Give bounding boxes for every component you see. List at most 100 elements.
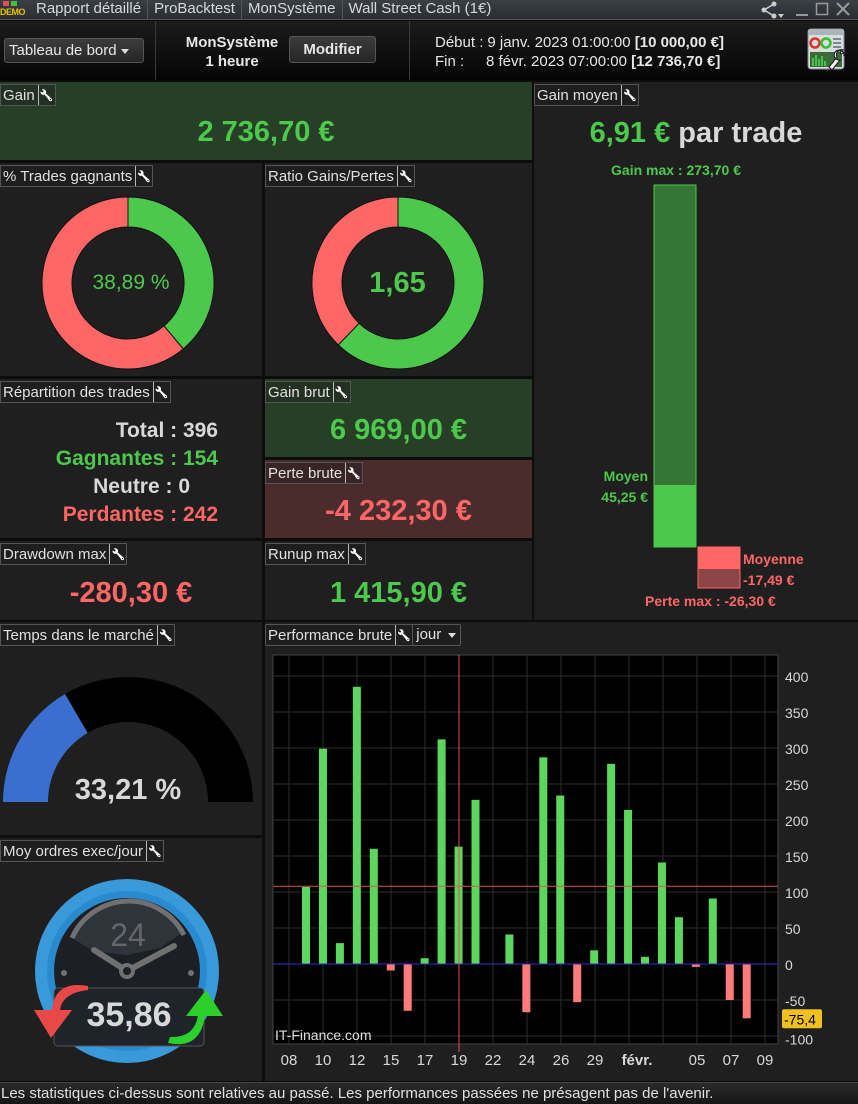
- bar-5: [386, 964, 395, 971]
- end-label: Fin :: [435, 53, 465, 70]
- neutral-trades: Neutre : 0: [93, 475, 190, 498]
- start-capital: [10 000,00 €]: [634, 34, 724, 51]
- bar-1: [318, 748, 327, 964]
- chevron-down-icon: [120, 48, 129, 54]
- ratio-donut: [311, 196, 485, 370]
- start-date: 9 janv. 2023 01:00:00: [487, 34, 631, 51]
- y-tick-label: 0: [785, 957, 793, 973]
- wrench-icon[interactable]: 🔧: [109, 544, 126, 564]
- share-icon[interactable]: [760, 0, 786, 20]
- wrench-icon[interactable]: 🔧: [146, 841, 163, 861]
- minimize-icon[interactable]: [795, 0, 809, 20]
- bar-6: [403, 964, 412, 1011]
- gain-moyen-value: 6,91 €: [589, 117, 671, 149]
- time-in-market-value: 33,21 %: [74, 774, 182, 806]
- gain-moyen-headline: 6,91 € par trade: [534, 117, 858, 150]
- panel-title-label: Drawdown max: [3, 545, 107, 563]
- panel-title: % Trades gagnants 🔧: [0, 165, 154, 187]
- bar-23: [691, 964, 700, 967]
- watermark: IT-Finance.com: [275, 1027, 371, 1043]
- tab-monsysteme[interactable]: MonSystème: [242, 0, 343, 20]
- bar-8: [437, 739, 446, 964]
- perte-moyenne-bar: [698, 547, 740, 569]
- disclaimer-footer: Les statistiques ci-dessus sont relative…: [0, 1082, 858, 1104]
- x-tick-label: févr.: [622, 1052, 653, 1069]
- panel-title: Gain moyen 🔧: [534, 84, 639, 106]
- trades-breakdown: Total : 396 Gagnantes : 154 Neutre : 0 P…: [0, 417, 218, 529]
- bar-14: [539, 757, 548, 964]
- y-tick-label: 300: [785, 741, 809, 757]
- wrench-icon[interactable]: 🔧: [396, 166, 414, 186]
- modify-button[interactable]: Modifier: [289, 36, 376, 63]
- perte-brute-value: -4 232,30 €: [325, 495, 472, 527]
- panel-ratio: Ratio Gains/Pertes 🔧 1,65: [265, 163, 532, 376]
- x-tick-label: 09: [757, 1052, 774, 1069]
- drawdown-value: -280,30 €: [69, 577, 193, 609]
- panel-title-label: Performance brute: [268, 626, 393, 644]
- close-icon[interactable]: [835, 0, 851, 20]
- dashboard-select[interactable]: Tableau de bord: [4, 38, 144, 63]
- panel-title: Performance brute 🔧 jour: [265, 624, 462, 646]
- panel-title: Drawdown max 🔧: [0, 543, 128, 565]
- maximize-icon[interactable]: [815, 0, 829, 20]
- wrench-icon[interactable]: 🔧: [345, 463, 362, 483]
- ratio-donut-win-segment: [337, 196, 485, 370]
- panel-repartition: Répartition des trades 🔧 Total : 396 Gagn…: [0, 379, 262, 538]
- moyen-label-group: Moyen 45,25 €: [574, 466, 648, 508]
- panel-title-label: Gain moyen: [537, 86, 618, 104]
- wrench-icon[interactable]: 🔧: [332, 382, 350, 402]
- bar-0: [302, 886, 310, 964]
- period-select[interactable]: jour: [412, 625, 460, 645]
- y-tick-label: 250: [785, 777, 809, 793]
- end-date: 8 févr. 2023 07:00:00: [486, 53, 627, 70]
- panel-gain: Gain 🔧 2 736,70 €: [0, 82, 532, 160]
- gain-moyen-bar: [654, 485, 696, 547]
- panel-title-label: Ratio Gains/Pertes: [268, 167, 394, 185]
- wrench-icon[interactable]: 🔧: [347, 544, 365, 564]
- bar-26: [742, 964, 751, 1019]
- win-rate-donut-win-segment: [127, 196, 215, 350]
- ratio-value: 1,65: [369, 267, 426, 299]
- x-tick-label: 15: [383, 1052, 400, 1069]
- panel-trades-gagnants: % Trades gagnants 🔧 38,89 %: [0, 163, 262, 376]
- dashboard-settings-icon[interactable]: [807, 28, 847, 72]
- bar-15: [556, 795, 565, 964]
- cursor-value-badge: [782, 1009, 822, 1029]
- chevron-down-icon: [448, 632, 457, 638]
- bar-20: [641, 956, 649, 964]
- tab-rapport-detaille[interactable]: Rapport détaillé: [30, 0, 149, 20]
- moyenne-label-group: Moyenne -17,49 €: [743, 549, 804, 591]
- end-date-line: Fin : 8 févr. 2023 07:00:00 [12 736,70 €]: [435, 52, 720, 71]
- period-select-value: jour: [416, 626, 442, 643]
- tab-probacktest[interactable]: ProBacktest: [148, 0, 242, 20]
- win-rate-donut-loss-segment: [41, 196, 184, 370]
- y-tick-label: 350: [785, 705, 809, 721]
- y-tick-label: 100: [785, 885, 809, 901]
- x-tick-label: 08: [281, 1052, 298, 1069]
- bar-25: [725, 964, 734, 1000]
- wrench-icon[interactable]: 🔧: [395, 625, 412, 645]
- system-name: MonSystème: [185, 34, 279, 51]
- panel-drawdown: Drawdown max 🔧 -280,30 €: [0, 541, 262, 620]
- tab-instrument[interactable]: Wall Street Cash (1€): [348, 0, 492, 17]
- wrench-icon[interactable]: 🔧: [152, 382, 170, 402]
- wrench-icon[interactable]: 🔧: [37, 85, 55, 105]
- bar-22: [674, 917, 683, 964]
- x-tick-label: 07: [723, 1052, 740, 1069]
- end-capital: [12 736,70 €]: [631, 53, 721, 70]
- moyenne-label: Moyenne: [743, 551, 804, 567]
- wrench-icon[interactable]: 🔧: [156, 625, 174, 645]
- perte-max-label: Perte max : -26,30 €: [645, 593, 776, 609]
- panel-title-label: Temps dans le marché: [3, 626, 154, 644]
- wrench-icon[interactable]: 🔧: [135, 166, 152, 186]
- panel-title-label: Moy ordres exec/jour: [3, 842, 144, 860]
- wrench-icon[interactable]: 🔧: [620, 85, 638, 105]
- avg-orders-value: 35,86: [86, 996, 172, 1034]
- winning-trades: Gagnantes : 154: [55, 447, 218, 470]
- ratio-donut-loss-segment: [311, 196, 399, 346]
- moyenne-value: -17,49 €: [743, 572, 795, 588]
- report-header: Tableau de bord MonSystème 1 heure Modif…: [0, 21, 858, 80]
- performance-chart[interactable]: 400 350 300 250 200 150 100 50 0 -50 -100 -75,4 IT-F…: [265, 622, 858, 1081]
- panel-title-label: Répartition des trades: [3, 383, 150, 401]
- y-tick-label: 400: [785, 669, 809, 685]
